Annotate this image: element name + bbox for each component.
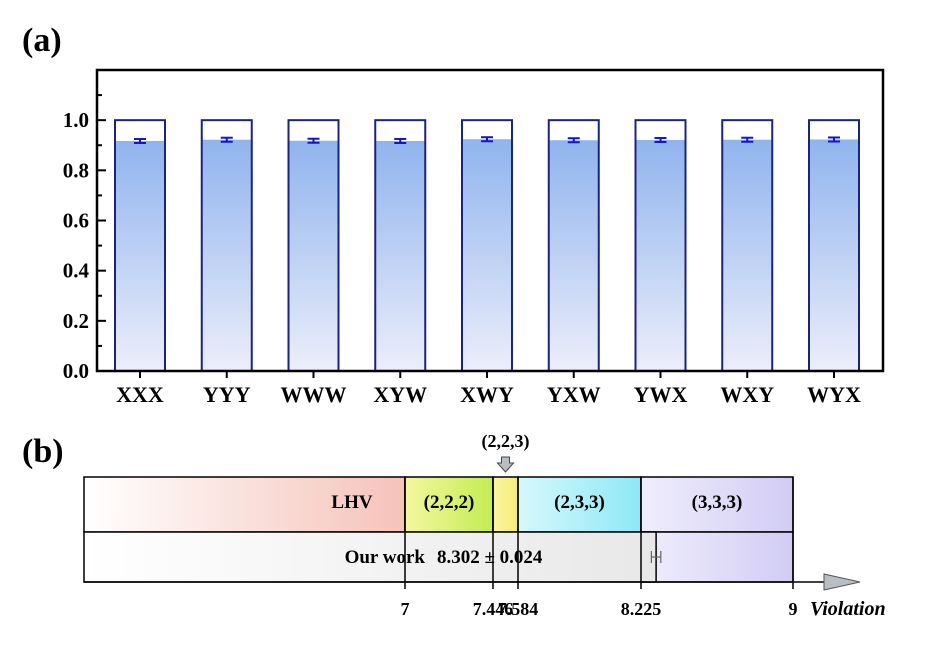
region-2: [492, 476, 519, 533]
x-category-label: YYY: [203, 382, 251, 407]
panel-a-bars: [114, 119, 860, 372]
panel-a-y-axis: 0.0 0.2 0.4 0.6 0.8 1.0: [63, 94, 106, 383]
region-label: LHV: [331, 492, 372, 513]
annotation-label: (2,2,3): [482, 431, 530, 452]
bar-fill-yxw: [548, 140, 599, 371]
bar-fill-www: [288, 140, 339, 371]
y-tick-label: 0.0: [63, 359, 89, 383]
violation-tick-label: 9: [789, 599, 798, 619]
x-category-label: YXW: [547, 382, 601, 407]
bar-fill-xwy: [462, 139, 512, 371]
panel-b-label: (b): [22, 433, 64, 470]
violation-tick-label: 7.446: [473, 599, 514, 619]
bar-fill-wyx: [809, 139, 859, 371]
x-category-label: XYW: [373, 382, 427, 407]
region-333-extension: [640, 531, 794, 583]
y-tick-label: 0.2: [63, 309, 89, 333]
violation-tick-label: 8.225: [621, 599, 662, 619]
panel-b-regions: LHV (2,2,2) (2,3,3) (3,3,3): [83, 476, 794, 583]
panel-b-result-bar: Our work 8.302 ± 0.024: [83, 531, 662, 583]
x-category-label: XWY: [460, 382, 514, 407]
y-tick-label: 0.8: [63, 158, 89, 182]
bar-fill-xxx: [115, 140, 165, 371]
x-category-label: XXX: [116, 382, 164, 407]
region-label: (2,2,2): [424, 492, 475, 513]
region-1: [404, 476, 494, 533]
panel-b-annotation: (2,2,3): [482, 431, 530, 473]
violation-tick-label: 7.584: [498, 599, 539, 619]
bar-fill-wxy: [722, 139, 773, 371]
region-label: (3,3,3): [692, 492, 743, 513]
result-value: 8.302 ± 0.024: [437, 547, 543, 568]
region-label: (2,3,3): [554, 492, 605, 513]
panel-a-label: (a): [22, 22, 62, 59]
region-4: [640, 476, 794, 533]
y-tick-label: 0.6: [63, 209, 89, 233]
panel-a-frame: [95, 68, 885, 373]
axis-arrow-icon: [823, 573, 861, 591]
y-tick-label: 0.4: [63, 259, 90, 283]
bar-fill-xyw: [375, 140, 426, 371]
result-label: Our work: [345, 547, 426, 568]
bar-fill-yyy: [201, 139, 252, 371]
x-category-label: WYX: [807, 382, 861, 407]
panel-a-chart: 0.0 0.2 0.4 0.6 0.8 1.0 XXX YYY WWW XYW XWY YXW YWX…: [63, 68, 885, 407]
violation-tick-label: 7: [401, 599, 410, 619]
x-category-label: WWW: [281, 382, 347, 407]
x-category-label: WXY: [720, 382, 774, 407]
panel-b-chart: LHV (2,2,2) (2,3,3) (3,3,3) Our work 8.302 ±…: [83, 431, 886, 620]
y-tick-label: 1.0: [63, 108, 89, 132]
violation-axis-title: Violation: [810, 598, 886, 620]
result-bar: [83, 531, 657, 583]
panel-a-x-axis: XXX YYY WWW XYW XWY YXW YWX WXY WYX: [116, 371, 861, 407]
down-arrow-icon: [496, 456, 515, 473]
x-category-label: YWX: [634, 382, 688, 407]
bar-fill-ywx: [635, 139, 686, 371]
